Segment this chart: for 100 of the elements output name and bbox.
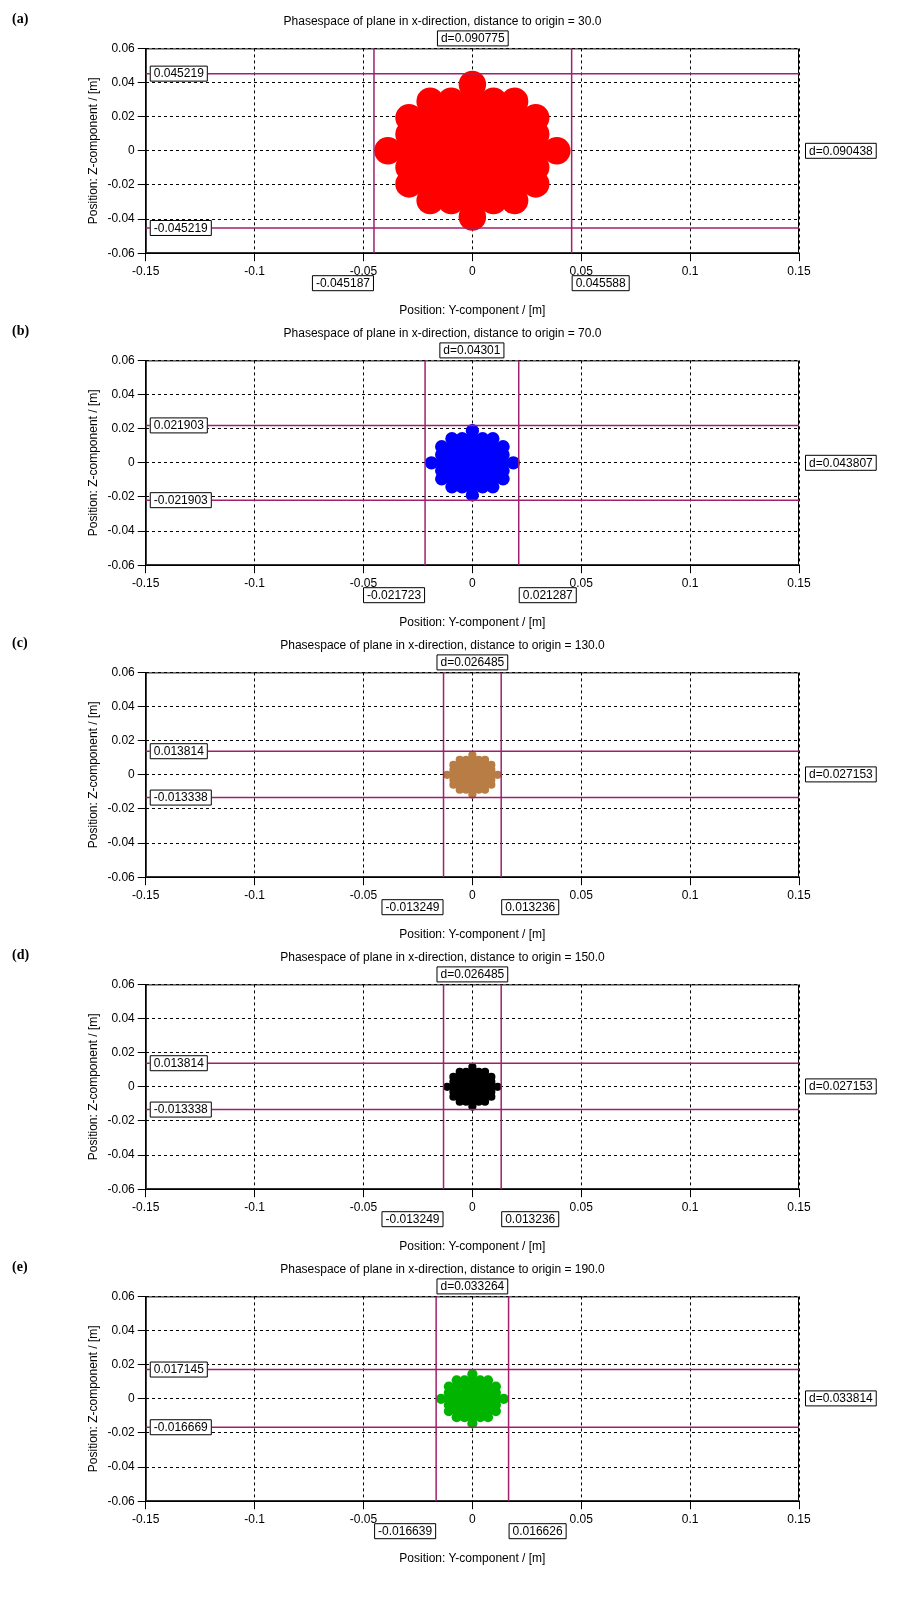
x-tick-label: -0.15 [132, 263, 160, 278]
x-tick-label: 0 [469, 263, 477, 278]
chart-title: Phasespace of plane in x-direction, distance to origin = 70.0 [283, 325, 602, 340]
x-tick-label: -0.1 [244, 575, 266, 590]
y-tick-label: 0.06 [111, 664, 136, 679]
ref-line-label: 0.021903 [153, 418, 205, 433]
y-tick-label: 0.04 [111, 698, 136, 713]
y-tick-label: -0.06 [107, 1493, 136, 1508]
x-tick-label: -0.1 [244, 1199, 266, 1214]
y-tick-label: 0.02 [111, 420, 136, 435]
text: d=0.090438 [809, 143, 874, 158]
point [506, 456, 520, 470]
x-tick-label: 0.1 [681, 1199, 699, 1214]
ref-line-label: 0.013236 [505, 900, 556, 915]
text: (d) [12, 946, 30, 963]
ref-line-label: 0.016626 [512, 1524, 563, 1539]
ref-line-label: -0.013249 [385, 900, 440, 915]
y-axis-title: Position: Z-component / [m] [85, 1325, 100, 1473]
x-tick-label: -0.05 [349, 575, 378, 590]
x-tick-label: 0.15 [787, 263, 811, 278]
point [496, 472, 510, 486]
ref-line-label: -0.045219 [153, 220, 209, 235]
y-tick-label: 0 [128, 455, 136, 470]
ref-line-label: 0.013236 [505, 1212, 556, 1227]
x-tick-label: 0.05 [569, 263, 594, 278]
y-tick-label: 0.06 [111, 976, 136, 991]
y-tick-label: 0.06 [111, 40, 136, 55]
x-tick-label: -0.1 [244, 887, 266, 902]
x-tick-label: -0.15 [132, 887, 160, 902]
x-tick-label: 0.05 [569, 575, 594, 590]
x-axis-title: Position: Y-component / [m] [399, 1239, 546, 1254]
ref-line-label: 0.021287 [522, 588, 574, 603]
x-tick-label: -0.1 [244, 1511, 266, 1526]
x-tick-label: 0 [469, 1511, 477, 1526]
text: d=0.033814 [809, 1391, 874, 1406]
text: d=0.026485 [440, 655, 505, 670]
ref-line-label: -0.013249 [385, 1212, 440, 1227]
x-tick-label: 0.1 [681, 1511, 699, 1526]
x-tick-label: 0.15 [787, 575, 811, 590]
text: (e) [12, 1258, 28, 1275]
x-tick-label: -0.05 [349, 1199, 378, 1214]
y-tick-label: -0.04 [107, 1147, 136, 1162]
y-tick-label: 0.04 [111, 1322, 136, 1337]
x-tick-label: 0 [469, 1199, 477, 1214]
text: d=0.090775 [440, 31, 505, 46]
x-tick-label: 0.15 [787, 1199, 811, 1214]
x-tick-label: -0.15 [132, 575, 160, 590]
y-tick-label: -0.06 [107, 557, 136, 572]
y-tick-label: -0.02 [107, 489, 136, 504]
y-tick-label: -0.04 [107, 211, 136, 226]
x-tick-label: -0.05 [349, 887, 378, 902]
text: (a) [12, 10, 29, 27]
text: (b) [12, 322, 30, 339]
ref-line-label: 0.013814 [153, 744, 205, 759]
text: d=0.033264 [440, 1279, 505, 1294]
chart-title: Phasespace of plane in x-direction, distance to origin = 30.0 [283, 13, 602, 28]
x-tick-label: 0.15 [787, 887, 811, 902]
y-tick-label: 0.02 [111, 108, 136, 123]
x-axis-title: Position: Y-component / [m] [399, 615, 546, 630]
x-tick-label: 0.1 [681, 575, 699, 590]
y-tick-label: 0.02 [111, 1044, 136, 1059]
ref-line-label: -0.021903 [153, 492, 209, 507]
x-tick-label: 0.05 [569, 1511, 594, 1526]
chart-title: Phasespace of plane in x-direction, distance to origin = 190.0 [280, 1261, 606, 1276]
y-tick-label: -0.02 [107, 801, 136, 816]
x-tick-label: 0.05 [569, 1199, 594, 1214]
ref-line-label: 0.017145 [153, 1362, 205, 1377]
y-tick-label: 0 [128, 143, 136, 158]
ref-line-label: -0.016639 [378, 1524, 433, 1539]
x-tick-label: 0.05 [569, 887, 594, 902]
ref-line-label: -0.045187 [315, 276, 371, 291]
ref-line-label: -0.013338 [153, 790, 209, 805]
y-tick-label: 0 [128, 767, 136, 782]
ref-line-label: -0.021723 [367, 588, 422, 603]
y-tick-label: 0.02 [111, 732, 136, 747]
text: d=0.04301 [443, 343, 501, 358]
x-axis-title: Position: Y-component / [m] [399, 303, 546, 318]
y-axis-title: Position: Z-component / [m] [85, 77, 100, 225]
x-tick-label: -0.15 [132, 1511, 160, 1526]
y-tick-label: 0.06 [111, 1288, 136, 1303]
chart-title: Phasespace of plane in x-direction, distance to origin = 130.0 [280, 637, 606, 652]
y-tick-label: -0.02 [107, 1425, 136, 1440]
x-tick-label: 0.15 [787, 1511, 811, 1526]
ref-line-label: -0.013338 [153, 1102, 209, 1117]
y-tick-label: 0.04 [111, 1010, 136, 1025]
y-tick-label: -0.04 [107, 835, 136, 850]
text: d=0.026485 [440, 967, 505, 982]
ref-line-label: 0.013814 [153, 1056, 205, 1071]
y-tick-label: 0 [128, 1079, 136, 1094]
y-tick-label: -0.02 [107, 1113, 136, 1128]
x-axis-title: Position: Y-component / [m] [399, 927, 546, 942]
x-tick-label: 0.1 [681, 263, 699, 278]
y-tick-label: -0.06 [107, 245, 136, 260]
y-tick-label: -0.06 [107, 869, 136, 884]
x-tick-label: -0.05 [349, 263, 378, 278]
y-tick-label: -0.04 [107, 523, 136, 538]
y-axis-title: Position: Z-component / [m] [85, 389, 100, 537]
text: d=0.027153 [809, 767, 874, 782]
y-axis-title: Position: Z-component / [m] [85, 1013, 100, 1161]
x-tick-label: -0.15 [132, 1199, 160, 1214]
